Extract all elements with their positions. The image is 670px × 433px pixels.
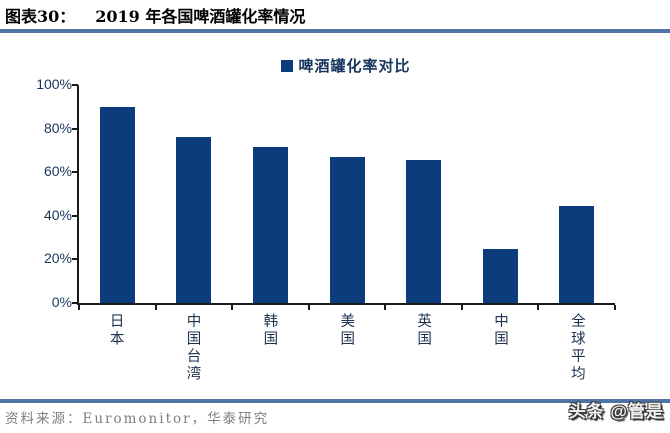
category-slot: 全球平均 (538, 313, 615, 383)
bar-slot (309, 85, 386, 303)
category-label: 中国 (491, 313, 508, 348)
x-axis-tick (78, 305, 80, 310)
footer-divider-rule (0, 399, 670, 403)
category-label: 韩国 (261, 313, 278, 348)
category-slot: 中国 (461, 313, 538, 383)
bar-slot (232, 85, 309, 303)
figure-number-label: 图表30： (5, 7, 76, 26)
legend-label: 啤酒罐化率对比 (298, 57, 411, 75)
y-axis-tick (72, 127, 78, 130)
bar-slot (79, 85, 156, 303)
category-label: 英国 (415, 313, 432, 348)
bar (329, 156, 365, 303)
bars-row (79, 85, 615, 303)
x-axis-tick (231, 305, 234, 310)
bar-slot (462, 85, 539, 303)
bar-slot (156, 85, 233, 303)
category-slot: 英国 (384, 313, 461, 383)
bar (406, 160, 442, 303)
y-axis-label: 100% (36, 76, 72, 92)
category-slot: 美国 (308, 313, 385, 383)
category-slot: 中国台湾 (154, 313, 231, 383)
x-axis-tick (307, 305, 310, 310)
bar (176, 137, 212, 303)
plot-area: 100% 80% 60% 40% 20% 0% (36, 76, 616, 310)
figure-title: 图表30： 2019 年各国啤酒罐化率情况 (5, 3, 305, 27)
bar-slot (538, 85, 615, 303)
y-axis-label: 40% (43, 206, 72, 223)
y-axis-label: 20% (43, 250, 72, 267)
category-label: 美国 (338, 313, 355, 348)
title-divider-rule (0, 29, 670, 33)
category-slot: 日本 (77, 313, 154, 383)
y-axis-label: 0% (51, 294, 72, 310)
category-label: 日本 (107, 313, 124, 348)
bar (559, 206, 595, 303)
x-axis-tick (537, 305, 540, 310)
legend-marker-icon (281, 59, 294, 72)
y-axis-tick (72, 171, 78, 174)
y-axis-label: 80% (43, 119, 72, 136)
category-label: 中国台湾 (184, 313, 201, 383)
x-axis-tick (154, 305, 157, 310)
y-axis-label: 60% (43, 163, 72, 180)
y-axis-tick (72, 84, 78, 86)
x-axis-tick (460, 305, 463, 310)
x-axis-tick (614, 305, 616, 310)
source-note: 资料来源：Euromonitor，华泰研究 (5, 411, 270, 427)
watermark: 头条 @管是 (568, 402, 664, 421)
x-axis-tick (384, 305, 387, 310)
y-axis-tick (72, 302, 78, 304)
category-slot: 韩国 (231, 313, 308, 383)
category-label: 全球平均 (568, 313, 585, 383)
bar (252, 147, 288, 303)
figure-title-text: 2019 年各国啤酒罐化率情况 (95, 7, 306, 26)
chart-legend: 啤酒罐化率对比 (77, 55, 615, 76)
y-axis-tick (72, 258, 78, 261)
category-labels-row: 日本 中国台湾 韩国 美国 英国 中国 全球平均 (77, 313, 615, 383)
bar (482, 248, 518, 303)
bar-slot (385, 85, 462, 303)
bar (99, 106, 135, 303)
y-axis-tick (72, 214, 78, 217)
